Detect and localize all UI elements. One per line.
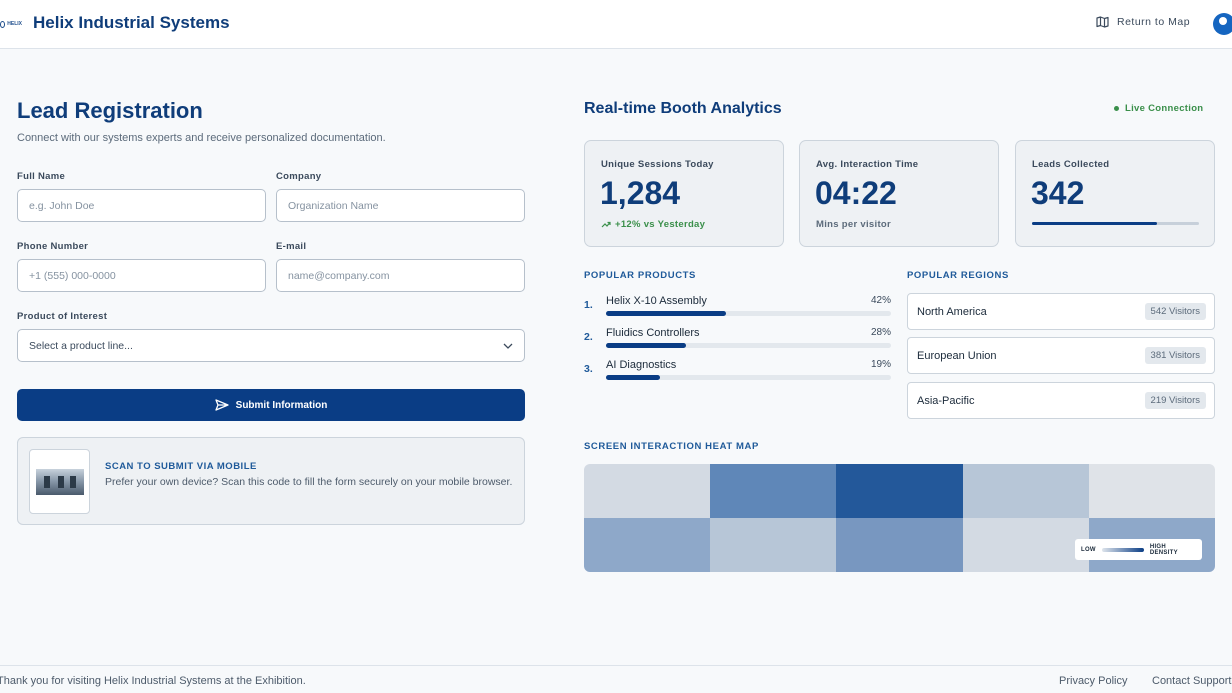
popular-regions-title: POPULAR REGIONS — [907, 270, 1009, 281]
return-to-map-link[interactable]: Return to Map — [1096, 16, 1190, 28]
legend-gradient — [1101, 547, 1144, 552]
product-name: Helix X-10 Assembly — [606, 295, 707, 307]
brand-name[interactable]: Helix Industrial Systems — [33, 13, 230, 32]
product-rank: 2. — [584, 331, 593, 343]
phone-field[interactable] — [17, 259, 266, 292]
heatmap-cell — [1088, 464, 1215, 518]
trending-up-icon — [601, 221, 611, 228]
region-visitors-badge: 381 Visitors — [1144, 347, 1206, 364]
logo-mark-icon — [0, 20, 6, 28]
stat-value: 1,284 — [600, 175, 681, 211]
email-field[interactable] — [276, 259, 525, 292]
submit-button[interactable]: Submit Information — [17, 389, 525, 421]
full-name-label: Full Name — [17, 171, 66, 182]
legend-low-label: LOW — [1081, 546, 1096, 553]
stat-value: 04:22 — [815, 175, 897, 211]
logo-text: HELIX — [7, 21, 22, 27]
submit-label: Submit Information — [235, 399, 328, 411]
form-title: Lead Registration — [17, 98, 203, 123]
region-row-european-union[interactable]: European Union 381 Visitors — [907, 337, 1215, 374]
map-icon — [1096, 16, 1109, 28]
qr-code-image[interactable] — [29, 449, 90, 514]
leads-progress-fill — [1032, 222, 1158, 225]
return-to-map-label: Return to Map — [1117, 16, 1191, 28]
heatmap-grid[interactable] — [584, 464, 1215, 572]
full-name-field[interactable] — [17, 189, 266, 222]
product-name: Fluidics Controllers — [606, 327, 700, 339]
heatmap-title: SCREEN INTERACTION HEAT MAP — [584, 441, 759, 452]
product-select-value: Select a product line... — [29, 339, 133, 352]
mobile-scan-panel: SCAN TO SUBMIT VIA MOBILE Prefer your ow… — [17, 437, 525, 525]
email-label: E-mail — [276, 241, 307, 252]
scan-title: SCAN TO SUBMIT VIA MOBILE — [105, 461, 257, 472]
product-bar-track — [606, 343, 891, 348]
product-bar-fill — [606, 375, 661, 380]
heatmap-cell — [962, 518, 1089, 572]
product-bar-track — [606, 311, 891, 316]
region-visitors-badge: 219 Visitors — [1144, 392, 1206, 409]
live-status: Live Connection — [1114, 103, 1203, 114]
region-name: European Union — [917, 350, 997, 362]
region-row-asia-pacific[interactable]: Asia-Pacific 219 Visitors — [907, 382, 1215, 419]
heatmap-cell — [836, 464, 963, 518]
heatmap-cell — [584, 518, 711, 572]
helix-logo[interactable]: HELIX — [0, 17, 22, 31]
region-name: North America — [917, 306, 987, 318]
live-status-label: Live Connection — [1125, 103, 1204, 114]
product-bar-track — [606, 375, 891, 380]
stat-label: Unique Sessions Today — [601, 159, 714, 170]
product-name: AI Diagnostics — [606, 359, 677, 371]
page-footer: Thank you for visiting Helix Industrial … — [0, 665, 1232, 693]
heatmap-legend: LOW HIGH DENSITY — [1075, 539, 1202, 560]
analytics-title: Real-time Booth Analytics — [584, 100, 782, 117]
product-rank: 3. — [584, 363, 593, 375]
region-row-north-america[interactable]: North America 542 Visitors — [907, 293, 1215, 330]
send-icon — [215, 399, 229, 411]
company-field[interactable] — [276, 189, 525, 222]
heatmap-cell — [836, 518, 963, 572]
region-visitors-badge: 542 Visitors — [1144, 303, 1206, 320]
product-bar-fill — [606, 311, 726, 316]
scan-description: Prefer your own device? Scan this code t… — [105, 476, 513, 488]
product-percent: 28% — [870, 327, 891, 338]
heatmap-cell — [710, 518, 837, 572]
product-label: Product of Interest — [17, 311, 108, 322]
qr-preview-image — [36, 469, 84, 495]
heatmap-cell — [962, 464, 1089, 518]
leads-progress-track — [1032, 222, 1199, 225]
region-name: Asia-Pacific — [917, 395, 975, 407]
privacy-policy-link[interactable]: Privacy Policy — [1059, 675, 1128, 687]
stat-trend: +12% vs Yesterday — [601, 219, 705, 230]
popular-products-title: POPULAR PRODUCTS — [584, 270, 696, 281]
footer-message: Thank you for visiting Helix Industrial … — [0, 675, 306, 687]
stat-card-leads: Leads Collected 342 — [1015, 140, 1215, 247]
product-bar-fill — [606, 343, 686, 348]
product-row[interactable]: 3. AI Diagnostics 19% — [584, 359, 891, 387]
product-row[interactable]: 1. Helix X-10 Assembly 42% — [584, 295, 891, 323]
stat-card-sessions: Unique Sessions Today 1,284 +12% vs Yest… — [584, 140, 784, 247]
stat-label: Leads Collected — [1032, 159, 1110, 170]
phone-label: Phone Number — [17, 241, 89, 252]
heatmap-cell — [710, 464, 837, 518]
chevron-down-icon — [503, 343, 513, 349]
stat-trend-label: +12% vs Yesterday — [615, 219, 706, 230]
stat-label: Avg. Interaction Time — [816, 159, 919, 170]
heatmap-cell — [584, 464, 711, 518]
product-rank: 1. — [584, 299, 593, 311]
product-row[interactable]: 2. Fluidics Controllers 28% — [584, 327, 891, 355]
legend-high-label: HIGH DENSITY — [1149, 543, 1178, 556]
top-header: HELIX Helix Industrial Systems Return to… — [0, 0, 1232, 49]
stat-card-interaction-time: Avg. Interaction Time 04:22 Mins per vis… — [799, 140, 999, 247]
form-subtitle: Connect with our systems experts and rec… — [17, 132, 386, 144]
product-percent: 42% — [870, 295, 891, 306]
product-percent: 19% — [870, 359, 891, 370]
company-label: Company — [276, 171, 322, 182]
contact-support-link[interactable]: Contact Support — [1152, 675, 1232, 687]
product-select[interactable]: Select a product line... — [17, 329, 525, 362]
live-dot-icon — [1114, 106, 1119, 111]
user-avatar-icon[interactable] — [1213, 13, 1232, 35]
stat-footnote: Mins per visitor — [816, 219, 892, 230]
stat-value: 342 — [1031, 175, 1085, 211]
